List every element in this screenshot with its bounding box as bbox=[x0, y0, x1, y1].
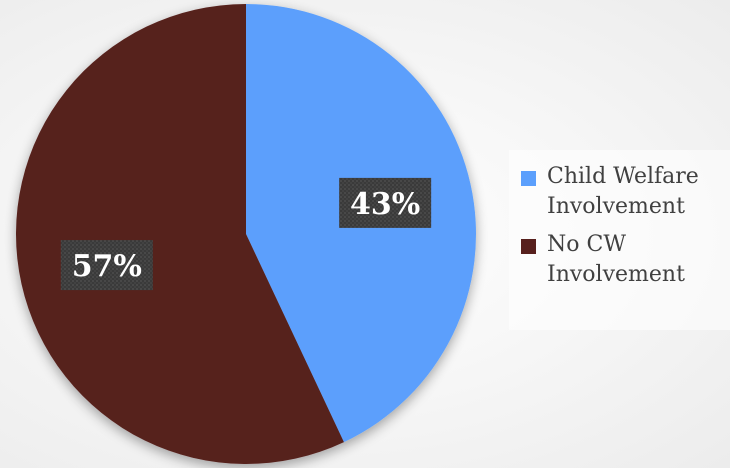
pie-data-labels: 43% 57% bbox=[60, 177, 432, 291]
data-label-box bbox=[339, 177, 432, 228]
pie-slice-no-cw bbox=[15, 4, 344, 464]
data-label-text: 43% bbox=[350, 187, 420, 222]
legend-background bbox=[509, 150, 730, 330]
data-label-child-welfare: 43% bbox=[339, 177, 432, 228]
legend: Child Welfare Involvement No CW Involvem… bbox=[521, 162, 726, 298]
data-label-text: 57% bbox=[72, 249, 142, 284]
legend-item-child-welfare: Child Welfare Involvement bbox=[521, 162, 726, 222]
legend-swatch-no-cw bbox=[521, 239, 536, 254]
legend-label-no-cw: No CW Involvement bbox=[547, 232, 685, 287]
legend-swatch-child-welfare bbox=[521, 171, 536, 186]
legend-label-child-welfare: Child Welfare Involvement bbox=[547, 164, 699, 219]
legend-item-no-cw: No CW Involvement bbox=[521, 230, 726, 290]
data-label-box bbox=[60, 240, 153, 291]
data-label-no-cw: 57% bbox=[60, 240, 153, 291]
pie-slices bbox=[15, 4, 476, 464]
